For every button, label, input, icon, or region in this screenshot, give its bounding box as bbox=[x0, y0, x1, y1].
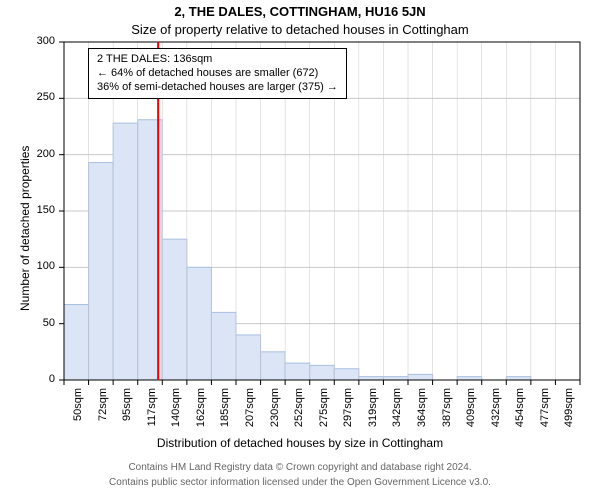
info-line-larger: 36% of semi-detached houses are larger (… bbox=[97, 81, 338, 95]
x-tick-label: 499sqm bbox=[563, 388, 575, 436]
x-tick-label: 72sqm bbox=[97, 388, 109, 436]
x-tick-label: 275sqm bbox=[318, 388, 330, 436]
info-line-smaller: ← 64% of detached houses are smaller (67… bbox=[97, 67, 338, 81]
x-tick-label: 409sqm bbox=[465, 388, 477, 436]
x-tick-label: 477sqm bbox=[539, 388, 551, 436]
y-tick-label: 250 bbox=[25, 91, 55, 103]
x-tick-label: 162sqm bbox=[195, 388, 207, 436]
x-tick-label: 319sqm bbox=[367, 388, 379, 436]
x-tick-label: 364sqm bbox=[416, 388, 428, 436]
y-tick-label: 200 bbox=[25, 148, 55, 160]
x-tick-label: 50sqm bbox=[72, 388, 84, 436]
x-tick-label: 117sqm bbox=[146, 388, 158, 436]
x-tick-label: 140sqm bbox=[170, 388, 182, 436]
reference-info-box: 2 THE DALES: 136sqm ← 64% of detached ho… bbox=[88, 48, 347, 99]
info-line-size: 2 THE DALES: 136sqm bbox=[97, 53, 338, 67]
y-tick-label: 100 bbox=[25, 260, 55, 272]
x-tick-label: 432sqm bbox=[490, 388, 502, 436]
y-tick-label: 300 bbox=[25, 35, 55, 47]
x-tick-label: 454sqm bbox=[514, 388, 526, 436]
x-tick-label: 297sqm bbox=[342, 388, 354, 436]
x-tick-label: 95sqm bbox=[121, 388, 133, 436]
y-tick-label: 0 bbox=[25, 373, 55, 385]
x-tick-label: 207sqm bbox=[244, 388, 256, 436]
x-tick-label: 185sqm bbox=[219, 388, 231, 436]
y-tick-label: 150 bbox=[25, 204, 55, 216]
x-tick-label: 387sqm bbox=[441, 388, 453, 436]
y-tick-label: 50 bbox=[25, 317, 55, 329]
x-tick-label: 342sqm bbox=[391, 388, 403, 436]
x-tick-label: 252sqm bbox=[293, 388, 305, 436]
x-tick-label: 230sqm bbox=[269, 388, 281, 436]
